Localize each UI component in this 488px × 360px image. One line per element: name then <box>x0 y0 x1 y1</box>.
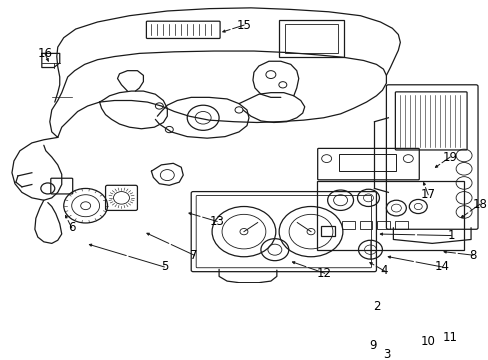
Text: 3: 3 <box>382 348 389 360</box>
Text: 7: 7 <box>190 249 198 262</box>
Text: 6: 6 <box>68 221 75 234</box>
Text: 14: 14 <box>434 260 449 274</box>
Text: 18: 18 <box>471 198 487 211</box>
Circle shape <box>240 229 247 235</box>
Text: 9: 9 <box>369 339 376 352</box>
Text: 15: 15 <box>236 19 251 32</box>
Bar <box>359 221 372 229</box>
Circle shape <box>306 229 314 235</box>
Text: 10: 10 <box>420 335 435 348</box>
Text: 1: 1 <box>447 229 454 242</box>
Bar <box>284 23 337 53</box>
Text: 2: 2 <box>372 300 379 313</box>
Text: 4: 4 <box>380 264 387 278</box>
Text: 12: 12 <box>317 267 331 280</box>
Bar <box>377 221 389 229</box>
Bar <box>278 20 343 57</box>
Bar <box>395 221 407 229</box>
Text: 8: 8 <box>468 249 476 262</box>
Bar <box>341 221 354 229</box>
Text: 11: 11 <box>442 331 457 344</box>
Text: 13: 13 <box>209 215 224 228</box>
Text: 5: 5 <box>160 260 168 274</box>
Bar <box>338 154 396 171</box>
Bar <box>320 226 334 235</box>
Text: 17: 17 <box>420 188 435 201</box>
Text: 16: 16 <box>37 47 52 60</box>
Text: 19: 19 <box>442 150 457 163</box>
